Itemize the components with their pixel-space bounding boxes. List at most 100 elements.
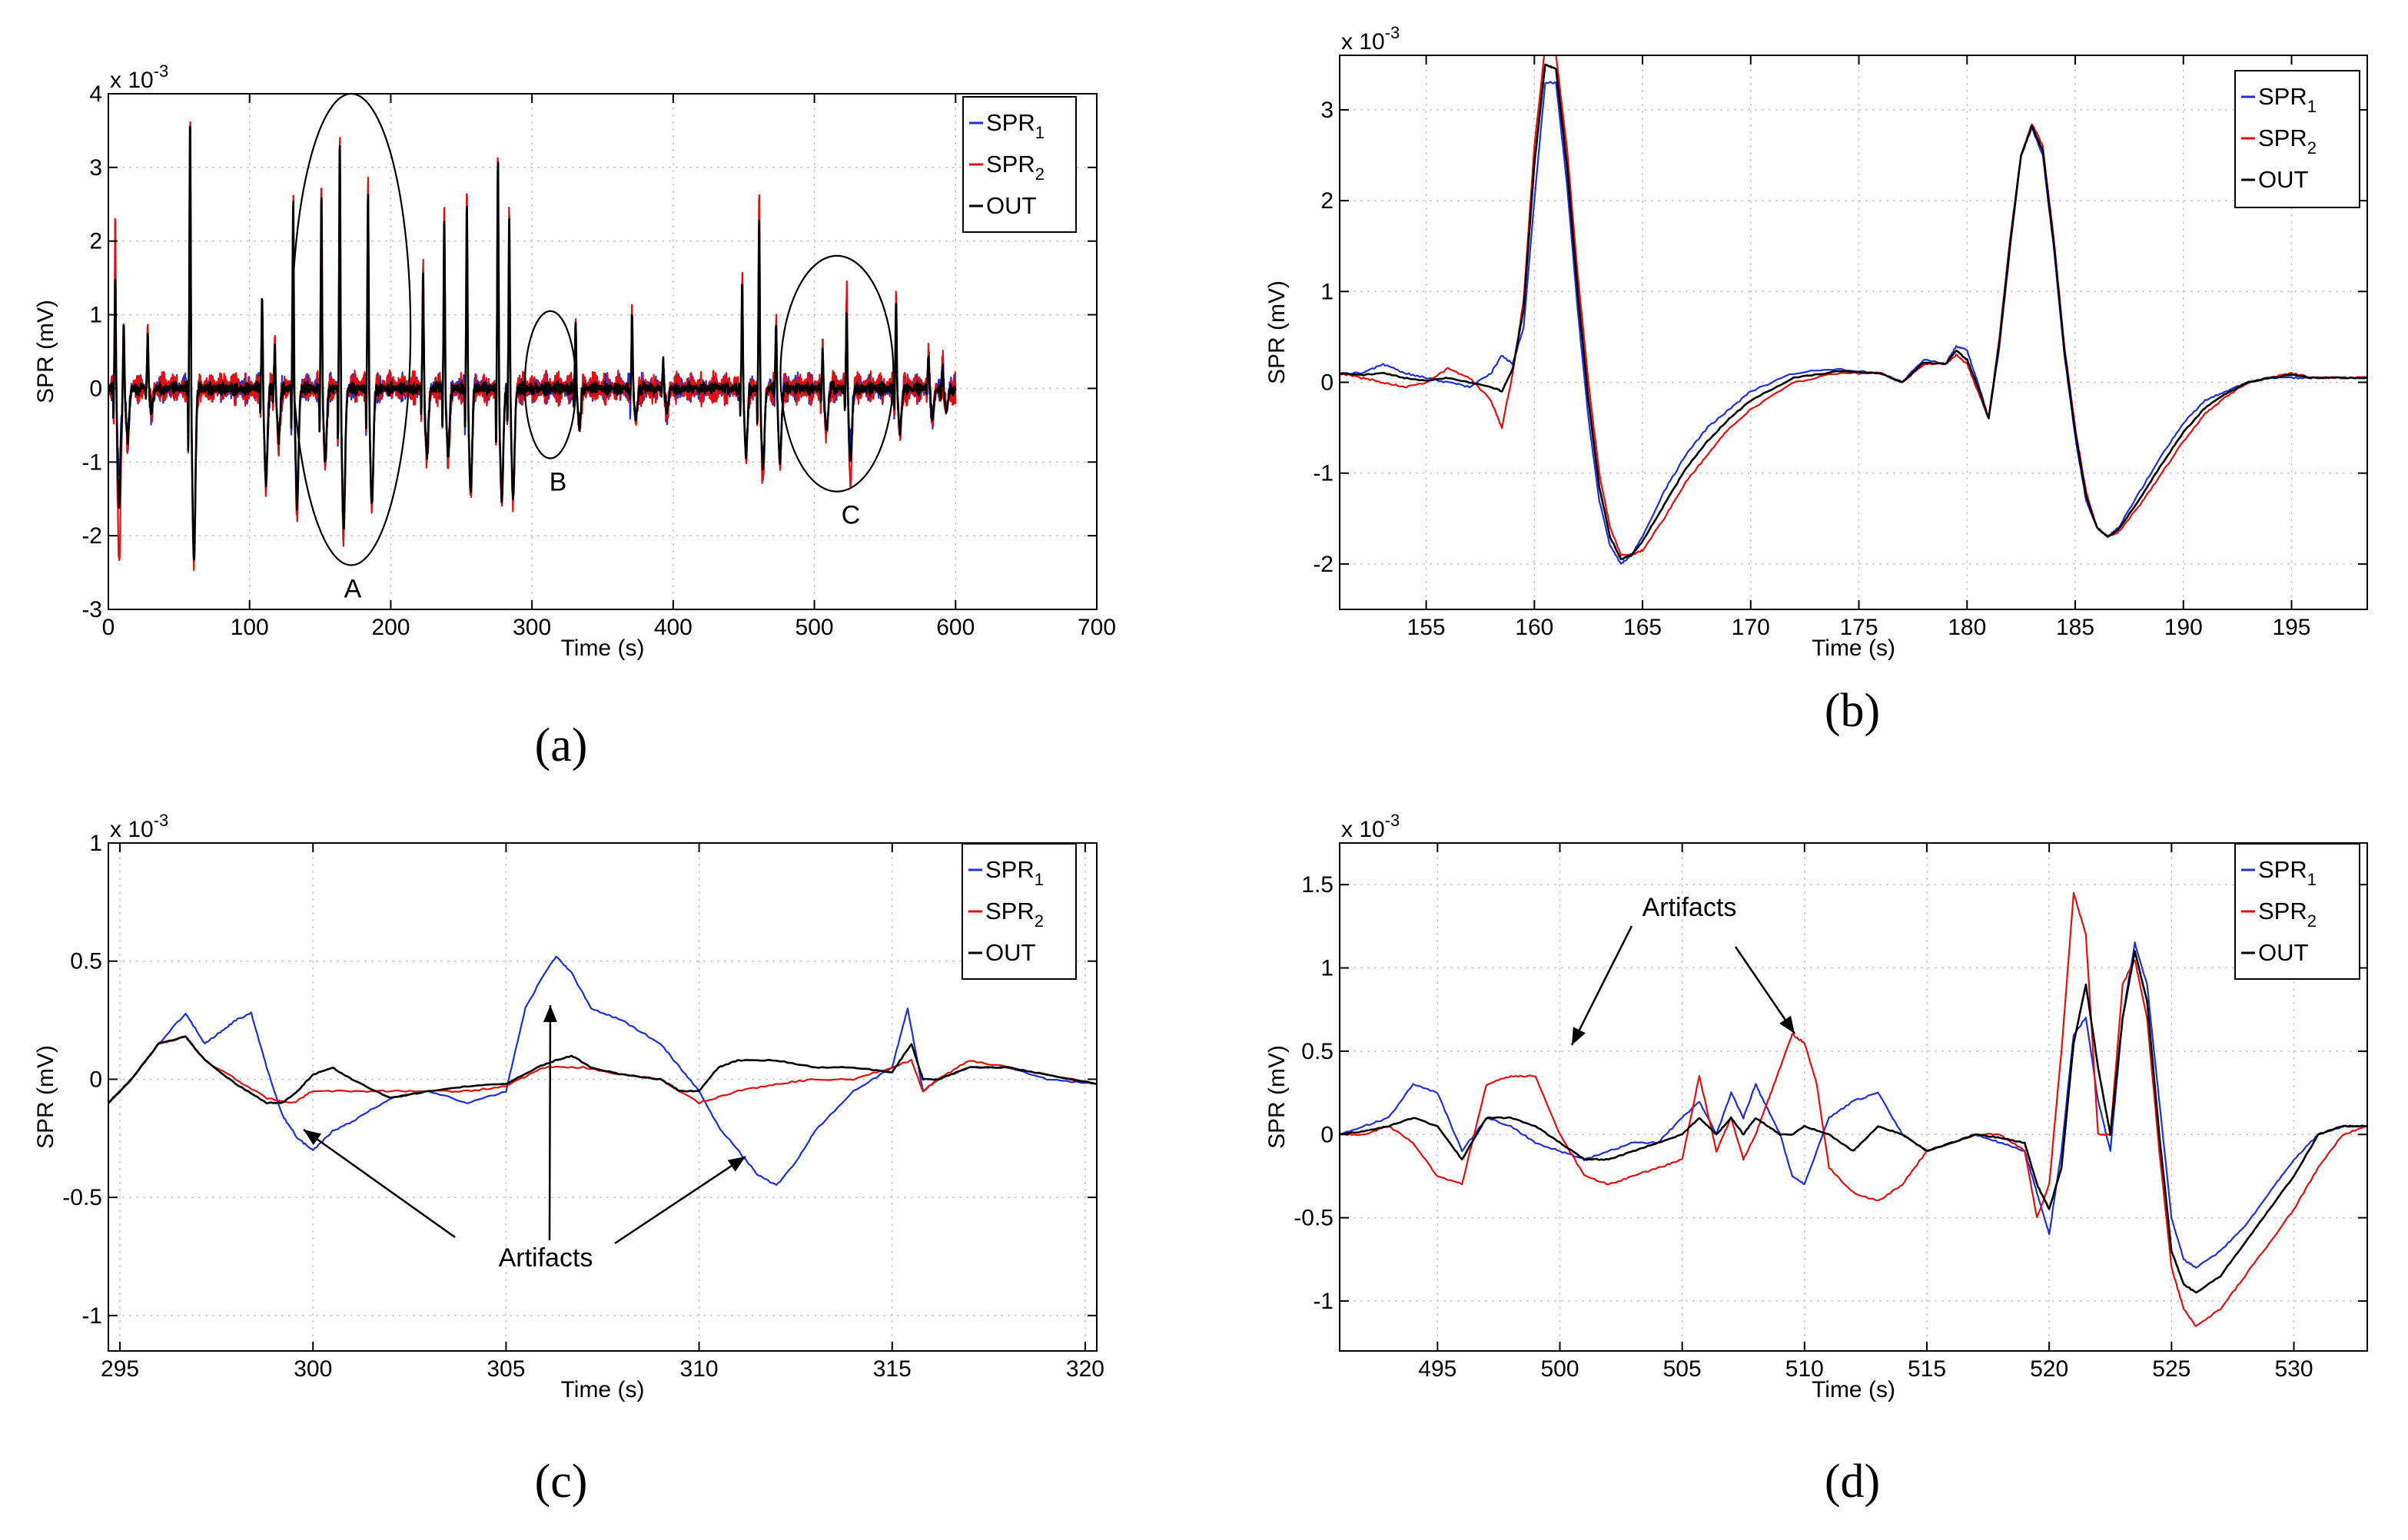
series-line-out xyxy=(108,1035,1097,1105)
y-tick-label: 2 xyxy=(1320,188,1334,214)
x-tick-label: 185 xyxy=(2056,615,2094,640)
x-tick-label: 700 xyxy=(1078,615,1116,640)
x-tick-label: 305 xyxy=(487,1356,525,1382)
y-tick-label: 0.5 xyxy=(1301,1039,1334,1064)
panel-caption: (d) xyxy=(1825,1455,1880,1508)
artifact-arrow xyxy=(614,1155,746,1245)
chart-panel-b: 155 160 165 170 175 180 185 190 195 -2 -1 0 1 2 3 Time … xyxy=(1264,23,2368,737)
y-tick-label: -3 xyxy=(81,597,102,622)
panel-caption: (c) xyxy=(535,1455,588,1508)
legend-entry: OUT xyxy=(2258,939,2309,966)
x-tick-label: 0 xyxy=(102,615,115,640)
series-line-spr1 xyxy=(1340,941,2367,1269)
x-tick-label: 495 xyxy=(1418,1356,1456,1382)
x-axis-label: Time (s) xyxy=(1812,1377,1895,1402)
x-tick-label: 195 xyxy=(2272,615,2310,640)
arrow-head xyxy=(304,1130,322,1146)
x-axis-label: Time (s) xyxy=(561,1377,645,1402)
arrow-head xyxy=(1779,1015,1795,1034)
plot-area xyxy=(1340,891,2367,1327)
x-axis-label: Time (s) xyxy=(1812,636,1895,661)
chart-panel-a: A B C 0 100 200 300 400 500 600 700 -3 -2 -1 0 1 2 3 4 Time… xyxy=(33,61,1116,772)
series-line-spr2 xyxy=(1340,891,2367,1327)
axes-box xyxy=(1339,842,2368,1352)
plot-area xyxy=(1340,55,2367,565)
y-tick-label: 0 xyxy=(1320,370,1334,396)
artifacts-label: Artifacts xyxy=(499,1243,593,1273)
panel-caption: (a) xyxy=(535,719,588,772)
x-tick-label: 500 xyxy=(1540,1356,1579,1382)
x-tick-label: 180 xyxy=(1948,615,1986,640)
x-tick-label: 160 xyxy=(1515,615,1553,640)
x-tick-label: 515 xyxy=(1908,1356,1946,1382)
chart-panel-c: Artifacts 295 300 305 310 315 320 -1 -0.5 0 0.5 1 Ti… xyxy=(33,811,1104,1508)
y-exponent-label: x 10-3 xyxy=(110,811,168,842)
x-tick-label: 530 xyxy=(2274,1356,2313,1382)
series-line-spr1 xyxy=(1340,81,2367,565)
artifact-arrow xyxy=(1734,946,1796,1034)
series-line-out xyxy=(108,125,957,561)
y-tick-label: -0.5 xyxy=(62,1185,102,1210)
x-tick-label: 200 xyxy=(371,615,410,640)
y-tick-label: -1 xyxy=(81,450,102,475)
y-exponent-power: -3 xyxy=(1385,811,1400,830)
x-tick-label: 520 xyxy=(2030,1356,2068,1382)
annotation-ellipse-a xyxy=(291,92,412,566)
y-tick-label: -1 xyxy=(1313,1289,1334,1314)
y-tick-label: 0 xyxy=(89,376,102,401)
legend-subscript: 1 xyxy=(1035,123,1045,142)
axes-box xyxy=(1339,55,2368,610)
y-tick-label: 0 xyxy=(89,1067,102,1092)
legend-subscript: 2 xyxy=(1035,911,1044,931)
artifact-arrow xyxy=(303,1128,456,1239)
y-tick-label: 1 xyxy=(1320,956,1334,981)
x-tick-label: 310 xyxy=(680,1356,719,1382)
y-tick-label: 1.5 xyxy=(1301,872,1334,898)
y-tick-label: 2 xyxy=(89,229,102,254)
x-tick-label: 400 xyxy=(654,615,693,640)
y-axis-label: SPR (mV) xyxy=(33,1045,58,1149)
y-tick-label: 3 xyxy=(1320,98,1334,123)
legend-entry: OUT xyxy=(2258,166,2309,193)
series-line-spr2 xyxy=(1340,55,2367,557)
x-tick-label: 155 xyxy=(1407,615,1446,640)
y-axis-label: SPR (mV) xyxy=(1264,1045,1290,1149)
x-tick-label: 525 xyxy=(2152,1356,2190,1382)
legend-entry: OUT xyxy=(985,939,1036,966)
annotation-label-b: B xyxy=(550,467,567,496)
y-tick-label: -0.5 xyxy=(1294,1206,1334,1231)
x-tick-label: 100 xyxy=(231,615,269,640)
x-tick-label: 190 xyxy=(2164,615,2203,640)
y-exponent-power: -3 xyxy=(1385,23,1400,42)
annotation-label-c: C xyxy=(842,501,861,530)
annotation-ellipse-c xyxy=(779,254,895,493)
y-tick-label: 1 xyxy=(89,303,102,328)
x-tick-label: 300 xyxy=(294,1356,332,1382)
x-tick-label: 315 xyxy=(873,1356,912,1382)
x-tick-label: 170 xyxy=(1732,615,1770,640)
legend-box xyxy=(962,96,1077,233)
legend-subscript: 2 xyxy=(2307,138,2317,158)
x-tick-label: 165 xyxy=(1623,615,1662,640)
arrow-head xyxy=(727,1157,746,1172)
series-line-spr2 xyxy=(108,1035,1097,1105)
y-exponent-label: x 10-3 xyxy=(1341,23,1400,55)
series-line-out xyxy=(1340,950,2367,1294)
y-tick-label: -1 xyxy=(81,1303,102,1329)
arrow-head xyxy=(543,1005,557,1023)
y-exponent-label: x 10-3 xyxy=(110,61,168,93)
legend-subscript: 1 xyxy=(2307,97,2317,116)
arrow-head xyxy=(1572,1027,1586,1045)
x-tick-label: 600 xyxy=(936,615,975,640)
x-tick-label: 300 xyxy=(513,615,551,640)
legend-subscript: 2 xyxy=(2307,911,2317,931)
axes-box xyxy=(108,842,1098,1352)
y-tick-label: 1 xyxy=(1320,279,1334,304)
axes-box xyxy=(108,93,1098,610)
y-tick-label: 4 xyxy=(89,81,102,107)
y-exponent-power: -3 xyxy=(154,811,169,830)
y-axis-label: SPR (mV) xyxy=(1264,280,1290,384)
plot-area xyxy=(108,121,957,571)
legend-subscript: 1 xyxy=(1035,870,1044,889)
y-exponent-power: -3 xyxy=(154,61,169,81)
